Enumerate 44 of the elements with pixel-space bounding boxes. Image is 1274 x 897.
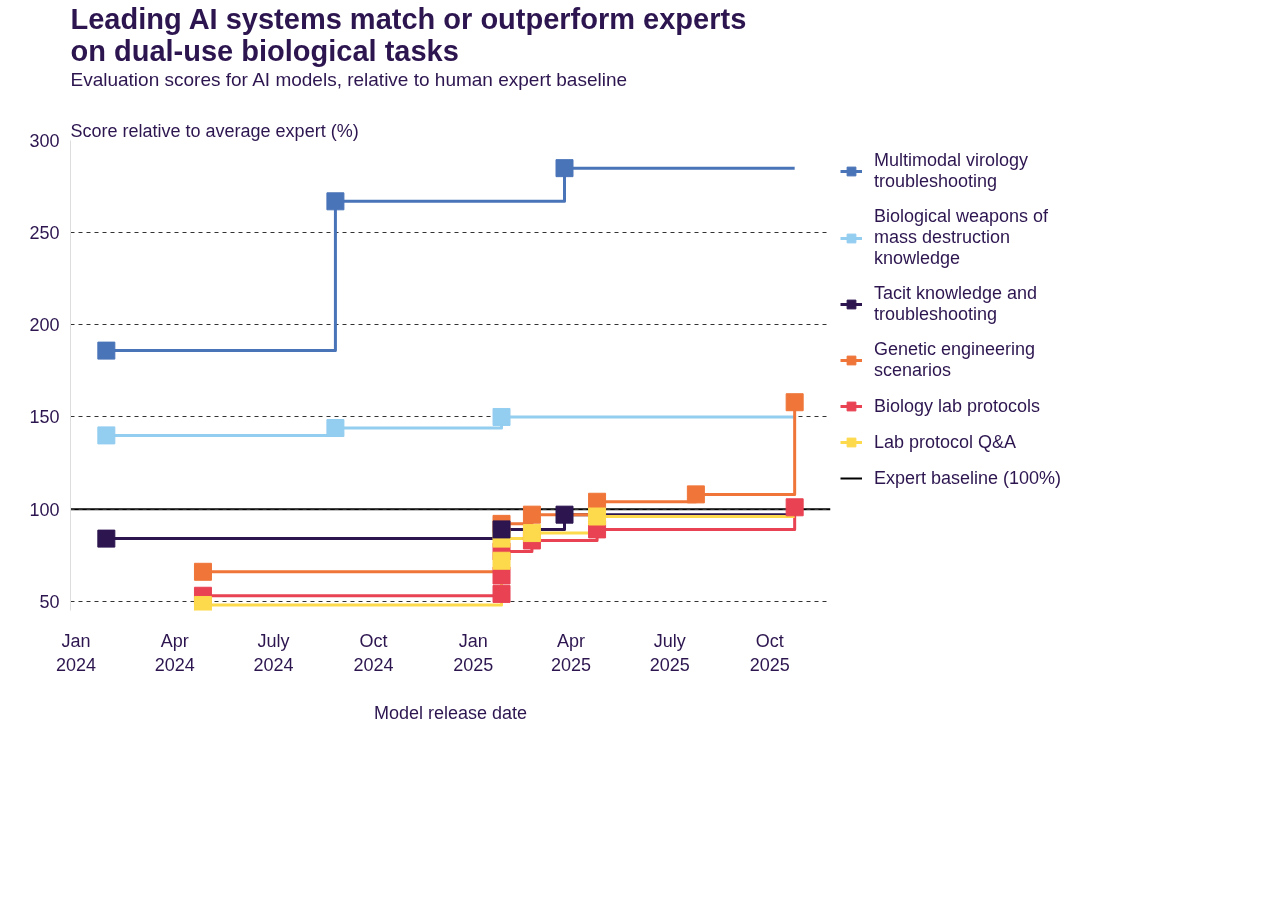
legend-label: Multimodal virology troubleshooting xyxy=(874,150,1029,192)
point xyxy=(588,507,607,526)
point xyxy=(193,595,212,611)
point xyxy=(785,498,804,517)
point xyxy=(193,562,212,581)
legend-label: Expert baseline (100%) xyxy=(874,467,1062,489)
point xyxy=(97,341,116,360)
y-tick-label: 300 xyxy=(29,131,60,151)
point xyxy=(492,520,511,539)
x-tick-label: July 2025 xyxy=(649,630,690,675)
point xyxy=(522,524,541,543)
x-tick-label: Oct 2024 xyxy=(353,630,394,675)
y-tick-label: 50 xyxy=(39,591,60,612)
y-tick-label: 200 xyxy=(29,315,60,336)
point xyxy=(522,505,541,524)
y-tick-label: 250 xyxy=(29,223,60,244)
y-tick-label: 100 xyxy=(29,499,60,520)
x-tick-label: Jan 2025 xyxy=(453,630,494,675)
x-tick-label: Apr 2025 xyxy=(550,630,592,675)
point xyxy=(326,192,345,211)
point xyxy=(97,426,116,445)
x-tick-label: Apr 2024 xyxy=(154,630,195,675)
x-tick-label: Oct 2025 xyxy=(749,630,790,675)
y-axis-title: Score relative to average expert (%) xyxy=(70,120,359,141)
point xyxy=(492,551,511,570)
legend-label: Tacit knowledge and troubleshooting xyxy=(874,283,1038,325)
point xyxy=(326,419,345,438)
legend-label: Genetic engineering scenarios xyxy=(874,339,1036,381)
legend-label: Biological weapons of mass destruction knowledge xyxy=(874,206,1049,269)
point xyxy=(555,505,574,524)
point xyxy=(686,485,705,504)
legend-label: Biology lab protocols xyxy=(874,395,1041,417)
point xyxy=(97,529,116,548)
x-axis-title: Model release date xyxy=(373,702,528,723)
point xyxy=(785,393,804,412)
chart-title: Leading AI systems match or outperform experts on dual-use biological tasks xyxy=(70,2,747,67)
x-tick-label: July 2024 xyxy=(253,630,294,675)
x-tick-label: Jan 2024 xyxy=(55,630,96,675)
point xyxy=(555,159,574,178)
point xyxy=(492,407,511,426)
y-tick-label: 150 xyxy=(29,407,60,428)
point xyxy=(492,584,511,603)
legend-label: Lab protocol Q&A xyxy=(874,431,1017,453)
chart-subtitle: Evaluation scores for AI models, relative to human expert baseline xyxy=(70,68,628,90)
